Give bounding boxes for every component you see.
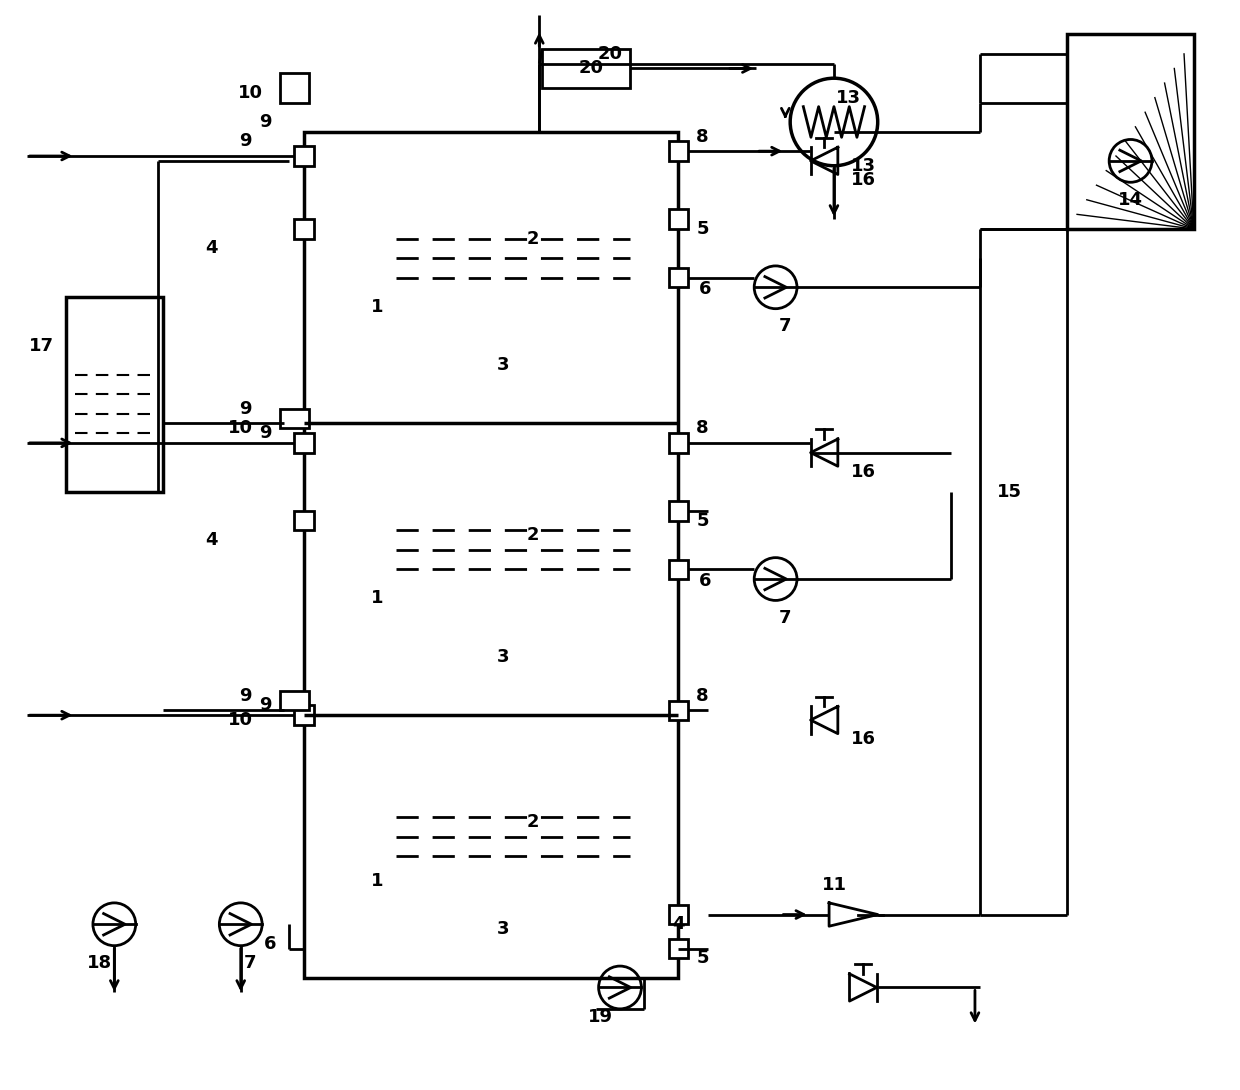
Text: 1: 1 bbox=[371, 872, 383, 889]
Bar bbox=[668, 559, 688, 579]
Text: 6: 6 bbox=[699, 280, 712, 299]
Bar bbox=[294, 705, 314, 725]
Bar bbox=[280, 409, 309, 428]
Text: 10: 10 bbox=[228, 711, 253, 729]
Bar bbox=[668, 268, 688, 288]
Text: 11: 11 bbox=[821, 876, 847, 895]
Bar bbox=[668, 501, 688, 521]
Bar bbox=[668, 701, 688, 720]
Text: 17: 17 bbox=[29, 337, 53, 354]
Text: 16: 16 bbox=[851, 730, 875, 749]
Bar bbox=[668, 433, 688, 452]
Text: 14: 14 bbox=[1118, 191, 1143, 209]
Text: 9: 9 bbox=[259, 113, 272, 131]
Bar bbox=[280, 73, 309, 102]
Text: 16: 16 bbox=[851, 463, 875, 481]
Bar bbox=[294, 433, 314, 452]
Text: 9: 9 bbox=[239, 687, 252, 705]
Text: 7: 7 bbox=[244, 954, 257, 972]
Text: 20: 20 bbox=[598, 45, 622, 63]
Text: 8: 8 bbox=[697, 128, 709, 146]
Text: 8: 8 bbox=[697, 687, 709, 705]
Text: 9: 9 bbox=[259, 697, 272, 714]
Text: 5: 5 bbox=[697, 949, 709, 967]
Bar bbox=[294, 146, 314, 166]
Text: 18: 18 bbox=[87, 954, 113, 972]
Text: 4: 4 bbox=[206, 531, 218, 549]
Text: 4: 4 bbox=[206, 240, 218, 257]
Text: 6: 6 bbox=[699, 572, 712, 590]
Bar bbox=[304, 132, 678, 978]
Text: 3: 3 bbox=[497, 647, 510, 666]
Text: 10: 10 bbox=[228, 420, 253, 437]
Text: 19: 19 bbox=[588, 1007, 613, 1026]
Text: 16: 16 bbox=[851, 171, 875, 190]
Text: 15: 15 bbox=[997, 483, 1022, 500]
Text: 9: 9 bbox=[239, 132, 252, 150]
Text: 13: 13 bbox=[836, 88, 861, 107]
Bar bbox=[294, 219, 314, 239]
Text: 3: 3 bbox=[497, 356, 510, 374]
Bar bbox=[668, 905, 688, 924]
Bar bbox=[542, 49, 630, 88]
Bar bbox=[1068, 35, 1194, 229]
Bar bbox=[294, 511, 314, 531]
Text: 3: 3 bbox=[497, 920, 510, 938]
Text: 2: 2 bbox=[526, 813, 538, 832]
Text: 1: 1 bbox=[371, 298, 383, 316]
Bar bbox=[66, 296, 162, 492]
Text: 7: 7 bbox=[779, 609, 791, 627]
Bar bbox=[668, 209, 688, 229]
Text: 1: 1 bbox=[371, 590, 383, 607]
Bar bbox=[668, 938, 688, 958]
Text: 13: 13 bbox=[851, 157, 875, 174]
Text: 20: 20 bbox=[578, 60, 604, 77]
Text: 9: 9 bbox=[259, 424, 272, 443]
Text: 5: 5 bbox=[697, 220, 709, 238]
Text: 2: 2 bbox=[526, 526, 538, 544]
Text: 6: 6 bbox=[264, 935, 277, 953]
Text: 8: 8 bbox=[697, 420, 709, 437]
Bar bbox=[280, 691, 309, 711]
Text: 2: 2 bbox=[526, 230, 538, 247]
Text: 9: 9 bbox=[239, 400, 252, 417]
Text: 5: 5 bbox=[697, 511, 709, 530]
Bar bbox=[668, 142, 688, 161]
Text: 7: 7 bbox=[779, 317, 791, 336]
Text: 10: 10 bbox=[238, 84, 263, 101]
Text: 4: 4 bbox=[672, 916, 684, 933]
